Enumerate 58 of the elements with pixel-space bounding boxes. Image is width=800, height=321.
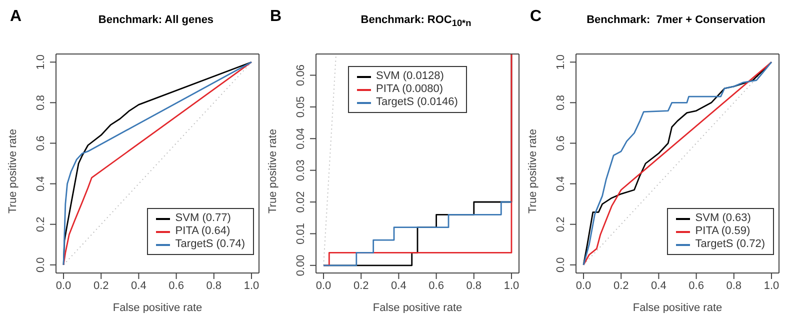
y-tick-label: 0.00 xyxy=(295,254,307,276)
text: C xyxy=(530,8,542,26)
legend-label: SVM (0.0128) xyxy=(375,70,445,83)
x-tick-label: 0.0 xyxy=(316,280,332,292)
legend-label: TargetS (0.74) xyxy=(174,238,245,251)
y-tick-label: 0.2 xyxy=(35,216,47,232)
y-axis-title: True positive rate xyxy=(6,128,19,214)
chart-title: Benchmark: 7mer + Conservation xyxy=(586,14,766,26)
y-tick-label: 0.04 xyxy=(295,128,307,150)
y-tick-label: 0.0 xyxy=(35,257,47,273)
y-tick-label: 0.05 xyxy=(295,96,307,118)
x-axis-title: False positive rate xyxy=(372,302,462,314)
text: A xyxy=(10,8,22,26)
x-tick-label: 0.6 xyxy=(688,280,704,292)
legend-label: PITA (0.0080) xyxy=(375,83,444,96)
x-tick-label: 0.8 xyxy=(206,280,222,292)
y-tick-label: 0.03 xyxy=(295,160,307,182)
legend-label: TargetS (0.0146) xyxy=(375,96,458,109)
x-tick-label: 1.0 xyxy=(764,280,780,292)
legend-label: TargetS (0.72) xyxy=(694,238,765,251)
x-axis-title: False positive rate xyxy=(112,302,202,314)
x-tick-label: 0.6 xyxy=(428,280,444,292)
x-tick-label: 0.4 xyxy=(131,280,146,292)
x-tick-label: 0.0 xyxy=(576,280,592,292)
x-tick-label: 0.8 xyxy=(466,280,482,292)
y-tick-label: 0.8 xyxy=(35,95,47,110)
y-axis-title: True positive rate xyxy=(266,128,279,214)
x-tick-label: 0.2 xyxy=(93,280,109,292)
text: B xyxy=(270,8,282,26)
x-tick-label: 1.0 xyxy=(244,280,260,292)
legend-label: PITA (0.59) xyxy=(694,225,752,238)
x-tick-label: 1.0 xyxy=(504,280,520,292)
x-tick-label: 0.8 xyxy=(726,280,742,292)
legend-label: PITA (0.64) xyxy=(174,225,232,238)
x-tick-label: 0.2 xyxy=(613,280,629,292)
y-tick-label: 0.06 xyxy=(295,64,307,86)
y-tick-label: 0.0 xyxy=(555,257,567,273)
y-tick-label: 0.02 xyxy=(295,191,307,213)
x-tick-label: 0.6 xyxy=(168,280,184,292)
y-tick-label: 0.4 xyxy=(35,176,47,192)
y-tick-label: 1.0 xyxy=(555,54,567,70)
legend-label: SVM (0.77) xyxy=(174,212,232,225)
x-tick-label: 0.2 xyxy=(353,280,369,292)
chart-title: Benchmark: All genes xyxy=(97,14,215,26)
y-tick-label: 0.6 xyxy=(35,136,47,151)
y-tick-label: 1.0 xyxy=(35,54,47,70)
y-tick-label: 0.2 xyxy=(555,216,567,232)
x-tick-label: 0.4 xyxy=(651,280,666,292)
x-axis-title: False positive rate xyxy=(632,302,722,314)
y-tick-label: 0.6 xyxy=(555,136,567,151)
y-tick-label: 0.4 xyxy=(555,176,567,192)
chart-title: Benchmark: ROC$_{10*n}$ xyxy=(360,14,472,28)
legend-label: SVM (0.63) xyxy=(694,212,752,225)
x-tick-label: 0.4 xyxy=(391,280,406,292)
x-tick-label: 0.0 xyxy=(56,280,72,292)
y-tick-label: 0.8 xyxy=(555,95,567,110)
y-axis-title: True positive rate xyxy=(526,128,539,214)
y-tick-label: 0.01 xyxy=(295,222,307,244)
